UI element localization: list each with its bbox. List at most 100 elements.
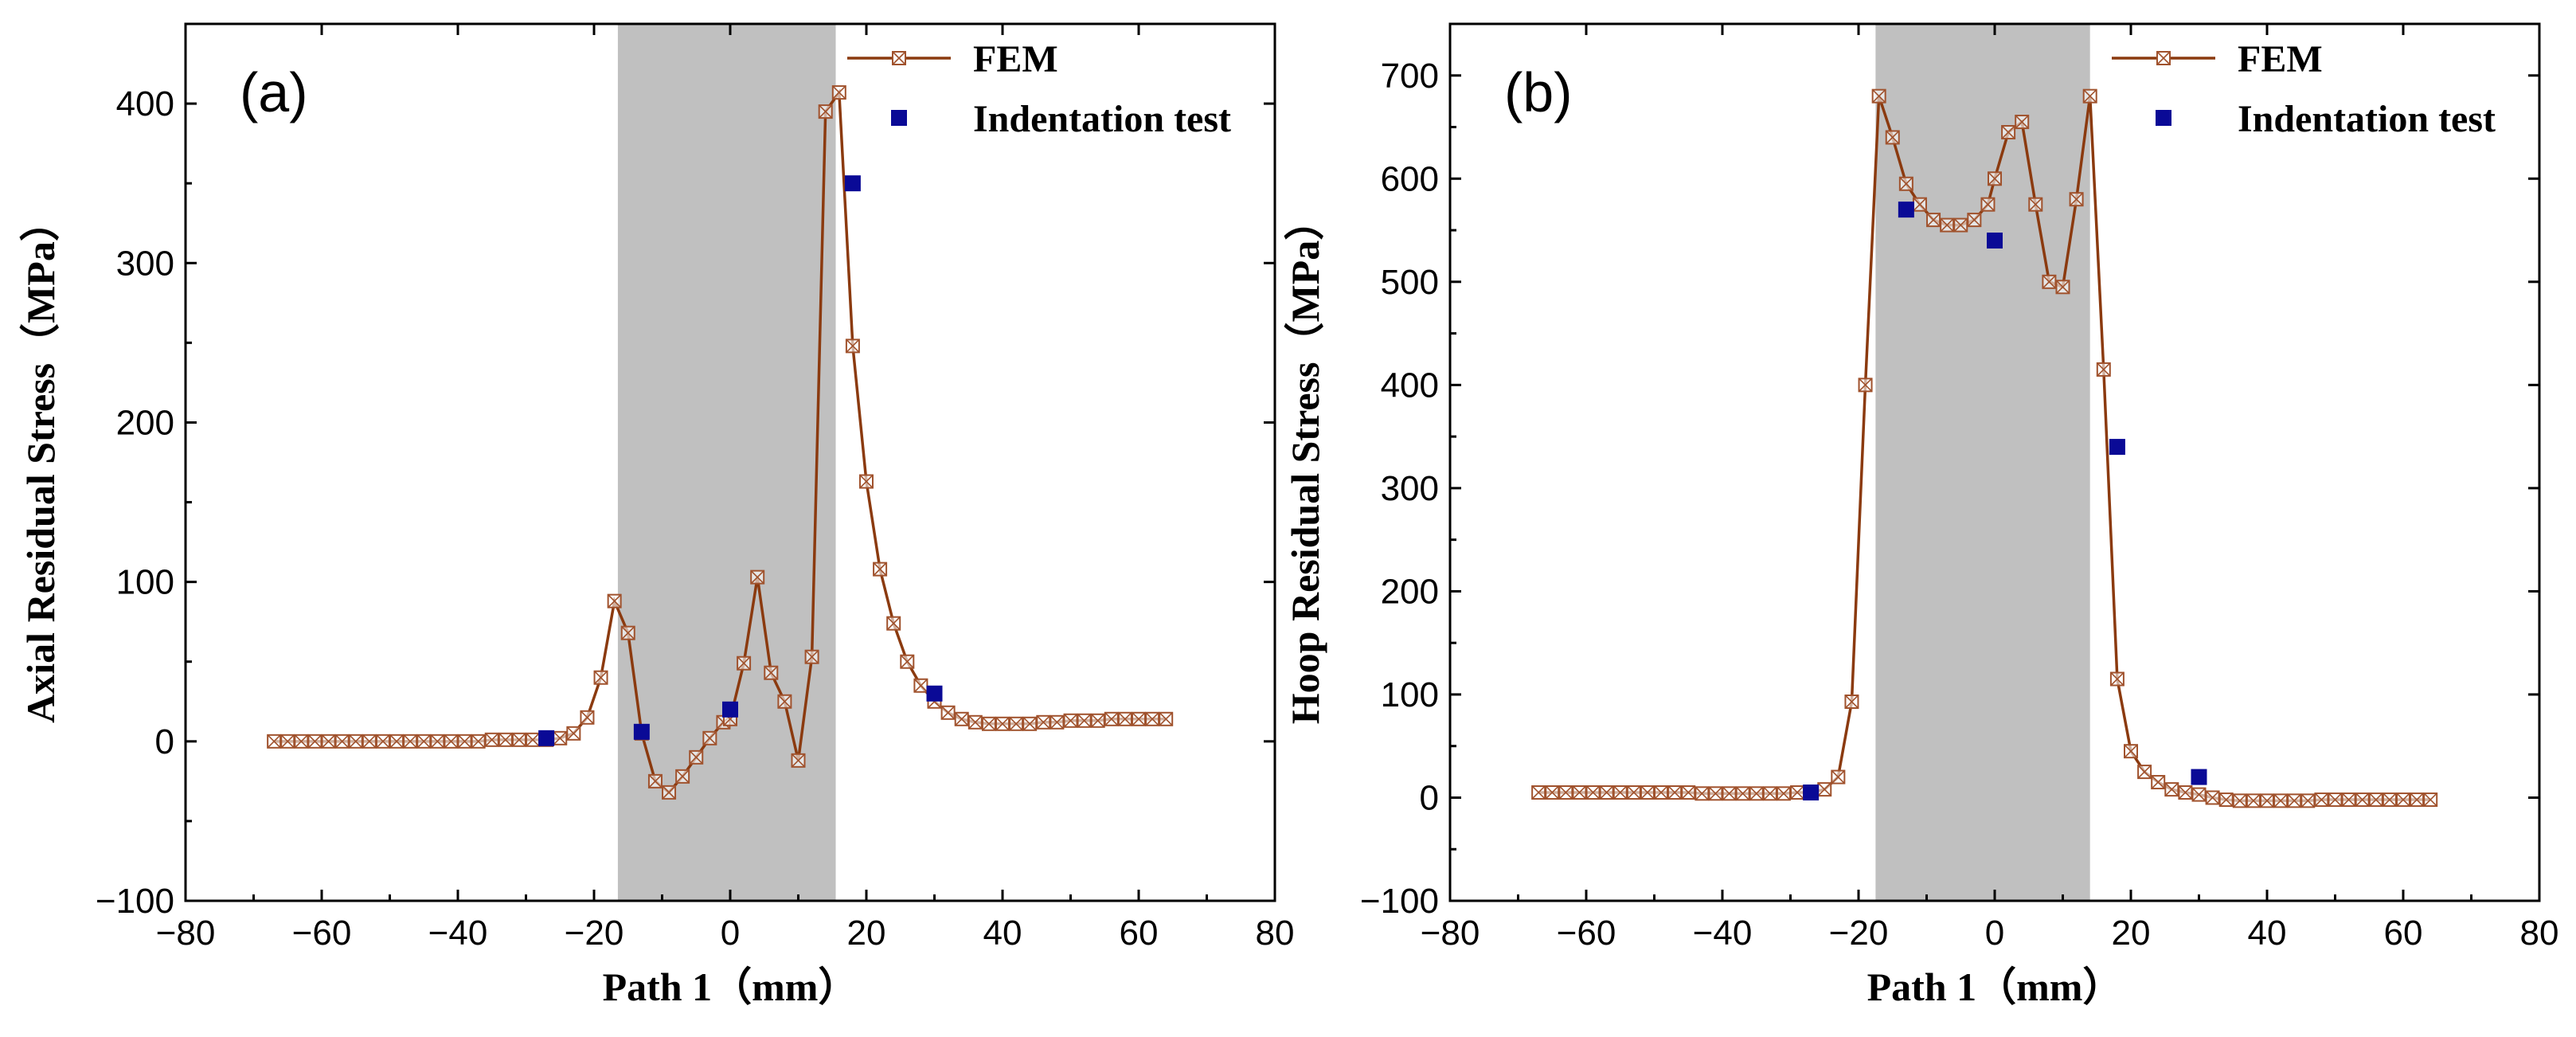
fem-point <box>1009 716 1024 731</box>
fem-point <box>2055 280 2070 295</box>
fem-point <box>2069 192 2084 207</box>
indentation-point <box>926 685 943 702</box>
fem-point <box>2273 793 2289 808</box>
fem-point <box>593 670 608 685</box>
fem-point <box>321 734 336 749</box>
fem-point <box>2205 790 2220 805</box>
indentation-point <box>538 730 555 746</box>
fem-point <box>580 710 595 725</box>
fem-point <box>1898 176 1913 191</box>
x-tick-label: −40 <box>428 914 488 953</box>
fem-point <box>859 474 874 489</box>
fem-point <box>1980 197 1996 212</box>
x-tick-label: 40 <box>2248 914 2287 953</box>
fem-point <box>471 734 486 749</box>
fem-point <box>1681 785 1696 800</box>
fem-point <box>2124 744 2138 759</box>
fem-point <box>307 734 322 749</box>
y-tick-label: 0 <box>1420 778 1439 817</box>
x-tick-label: −80 <box>156 914 216 953</box>
legend-fem-label: FEM <box>2238 38 2323 80</box>
fem-point <box>607 593 622 609</box>
fem-point <box>620 625 635 640</box>
fem-point <box>1612 785 1628 800</box>
fem-point <box>1817 782 1832 797</box>
fem-point <box>1871 88 1886 104</box>
panel-label: (b) <box>1504 61 1573 123</box>
fem-point <box>1940 217 1955 233</box>
fem-point <box>873 562 888 577</box>
x-tick-label: 20 <box>847 914 886 953</box>
fem-point <box>280 734 295 749</box>
indentation-point <box>1898 202 1914 218</box>
fem-point <box>662 785 677 800</box>
fem-point <box>1558 785 1573 800</box>
fem-point <box>764 665 779 680</box>
fem-point <box>566 726 581 741</box>
fem-point <box>1145 711 1160 726</box>
fem-point <box>737 655 752 671</box>
fem-point <box>511 732 526 747</box>
y-tick-label: 400 <box>116 84 174 123</box>
panel-label: (a) <box>240 61 308 123</box>
fem-point <box>1735 786 1750 801</box>
fem-point <box>1531 785 1546 800</box>
fem-point <box>403 734 418 749</box>
fem-point <box>1790 785 1805 800</box>
fem-point <box>553 730 568 745</box>
fem-point <box>2287 793 2302 808</box>
indentation-point <box>1987 233 2003 249</box>
fem-point <box>2109 671 2125 687</box>
fem-point <box>845 338 860 354</box>
fem-point <box>375 734 390 749</box>
y-tick-label: −100 <box>96 882 174 921</box>
y-tick-label: −100 <box>1360 882 1439 921</box>
x-tick-label: −60 <box>292 914 352 953</box>
y-tick-label: 0 <box>155 722 174 761</box>
fem-point <box>2218 792 2234 808</box>
fem-point <box>2300 793 2316 808</box>
fem-point <box>430 734 445 749</box>
fem-point <box>2028 197 2043 212</box>
y-tick-label: 100 <box>1381 675 1439 714</box>
fem-point <box>2341 792 2356 808</box>
fem-point <box>2015 115 2030 130</box>
fem-point <box>1626 785 1641 800</box>
fem-point <box>967 714 983 730</box>
panel-a: −80 −60 −40 −20 0 20 40 60 80 −100 0 100 200 300 400 Pa… <box>18 22 1294 1009</box>
x-tick-label: −80 <box>1421 914 1480 953</box>
y-tick-label: 500 <box>1381 263 1439 302</box>
x-tick-label: 60 <box>2384 914 2423 953</box>
y-axis-title: Axial Residual Stress（MPa） <box>18 202 63 723</box>
indentation-point <box>2109 439 2125 456</box>
legend-indentation-label: Indentation test <box>2238 98 2496 140</box>
fem-point <box>2164 782 2179 797</box>
fem-point <box>804 649 819 664</box>
y-tick-label: 600 <box>1381 159 1439 198</box>
fem-point <box>1858 378 1873 393</box>
x-tick-label: −60 <box>1557 914 1616 953</box>
legend-fem-marker <box>892 51 906 65</box>
x-tick-label: −20 <box>1829 914 1889 953</box>
fem-point <box>2260 793 2274 808</box>
fem-point <box>267 734 282 749</box>
fem-point <box>484 732 499 747</box>
fem-point <box>913 678 928 693</box>
fem-point <box>2232 793 2247 808</box>
legend-indentation-marker <box>2156 110 2171 126</box>
fem-point <box>1077 713 1092 728</box>
fem-point <box>2246 793 2261 808</box>
fem-point <box>1776 786 1791 801</box>
fem-point <box>526 732 541 747</box>
fem-point <box>416 734 432 749</box>
fem-point <box>1585 785 1601 800</box>
x-tick-label: −40 <box>1693 914 1753 953</box>
legend: FEM Indentation test <box>847 38 1231 140</box>
fem-point <box>2082 88 2097 104</box>
fem-point <box>1599 785 1614 800</box>
fem-point <box>1926 213 1941 228</box>
indentation-point <box>722 701 738 718</box>
fem-point <box>1695 786 1710 801</box>
fem-point <box>1988 171 2002 186</box>
fem-point <box>689 749 704 765</box>
